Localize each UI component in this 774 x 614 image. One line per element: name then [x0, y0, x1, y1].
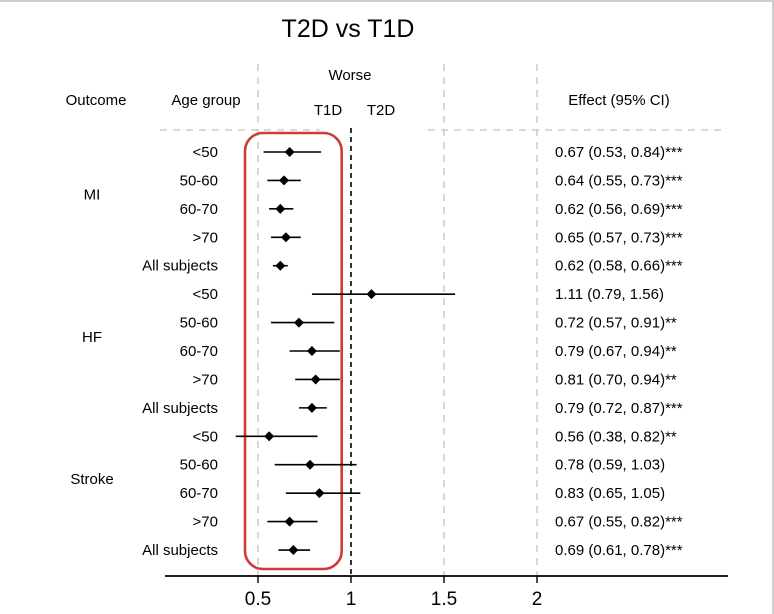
forest-row: 50-60 0.72 (0.57, 0.91)**: [180, 315, 677, 332]
effect-value: 0.69 (0.61, 0.78)***: [555, 542, 683, 559]
point-estimate-marker: [310, 374, 321, 385]
point-estimate-marker: [306, 402, 317, 413]
point-estimate-marker: [305, 459, 316, 470]
x-tick-label: 2: [532, 589, 543, 610]
point-estimate-marker: [264, 431, 275, 442]
highlight-group: [243, 131, 343, 571]
forest-row: 60-70 0.79 (0.67, 0.94)**: [180, 343, 677, 360]
age-group-label: 60-70: [180, 201, 218, 218]
x-tick-label: 0.5: [245, 589, 271, 610]
age-group-label: >70: [193, 229, 218, 246]
forest-row: 60-70 0.83 (0.65, 1.05): [180, 485, 665, 502]
age-group-label: 60-70: [180, 343, 218, 360]
point-estimate-marker: [275, 260, 286, 271]
age-group-label: >70: [193, 514, 218, 531]
highlight-box: [243, 131, 343, 571]
forest-row: 60-70 0.62 (0.56, 0.69)***: [180, 201, 683, 218]
forest-row: 50-60 0.64 (0.55, 0.73)***: [180, 172, 683, 189]
effect-value: 0.79 (0.72, 0.87)***: [555, 400, 683, 417]
t1d-direction-label: T1D: [314, 102, 343, 119]
effect-column-header: Effect (95% CI): [568, 92, 669, 109]
outcome-label: Stroke: [70, 471, 113, 488]
age-group-label: <50: [193, 286, 218, 303]
forest-row: >70 0.81 (0.70, 0.94)**: [193, 371, 677, 388]
effect-value: 0.79 (0.67, 0.94)**: [555, 343, 677, 360]
point-estimate-marker: [314, 488, 325, 499]
age-group-label: 50-60: [180, 315, 218, 332]
point-estimate-marker: [366, 289, 377, 300]
effect-value: 0.64 (0.55, 0.73)***: [555, 172, 683, 189]
age-group-label: >70: [193, 371, 218, 388]
x-tick-label: 1: [346, 589, 357, 610]
effect-value: 0.78 (0.59, 1.03): [555, 457, 665, 474]
t2d-direction-label: T2D: [367, 102, 396, 119]
chart-title: T2D vs T1D: [282, 15, 415, 43]
point-estimate-marker: [275, 203, 286, 214]
forest-row: >70 0.67 (0.55, 0.82)***: [193, 514, 683, 531]
effect-value: 0.62 (0.58, 0.66)***: [555, 258, 683, 275]
effect-value: 0.56 (0.38, 0.82)**: [555, 428, 677, 445]
point-estimate-marker: [288, 545, 299, 556]
age-group-label: All subjects: [142, 400, 218, 417]
forest-row: All subjects 0.69 (0.61, 0.78)***: [142, 542, 683, 559]
forest-row: 50-60 0.78 (0.59, 1.03): [180, 457, 665, 474]
effect-value: 0.81 (0.70, 0.94)**: [555, 371, 677, 388]
forest-row: <50 0.67 (0.53, 0.84)***: [193, 144, 683, 161]
point-estimate-marker: [284, 147, 295, 157]
age-group-column-header: Age group: [171, 92, 240, 109]
effect-value: 0.62 (0.56, 0.69)***: [555, 201, 683, 218]
age-group-label: 50-60: [180, 457, 218, 474]
forest-row: <50 0.56 (0.38, 0.82)**: [193, 428, 677, 445]
point-estimate-marker: [293, 317, 304, 328]
age-group-label: All subjects: [142, 542, 218, 559]
age-group-label: 60-70: [180, 485, 218, 502]
forest-row: >70 0.65 (0.57, 0.73)***: [193, 229, 683, 246]
age-group-label: 50-60: [180, 172, 218, 189]
forest-row: All subjects 0.62 (0.58, 0.66)***: [142, 258, 683, 275]
effect-value: 1.11 (0.79, 1.56): [555, 286, 664, 303]
age-group-label: All subjects: [142, 258, 218, 275]
point-estimate-marker: [280, 232, 291, 243]
effect-value: 0.72 (0.57, 0.91)**: [555, 315, 677, 332]
worse-label: Worse: [328, 67, 371, 84]
point-estimate-marker: [279, 175, 290, 186]
outcome-label: HF: [82, 329, 102, 346]
age-group-label: <50: [193, 144, 218, 161]
effect-value: 0.65 (0.57, 0.73)***: [555, 229, 683, 246]
point-estimate-marker: [306, 346, 317, 357]
effect-value: 0.83 (0.65, 1.05): [555, 485, 665, 502]
outcome-column-header: Outcome: [66, 92, 127, 109]
x-axis: 0.5 1 1.5 2: [165, 575, 728, 610]
forest-rows: <50 0.67 (0.53, 0.84)*** 50-60 0.64 (0.55, …: [70, 144, 682, 559]
outcome-label: MI: [84, 187, 101, 204]
age-group-label: <50: [193, 428, 218, 445]
point-estimate-marker: [284, 516, 295, 527]
forest-row: All subjects 0.79 (0.72, 0.87)***: [142, 400, 683, 417]
x-tick-label: 1.5: [431, 589, 457, 610]
effect-value: 0.67 (0.53, 0.84)***: [555, 144, 683, 161]
forest-row: <50 1.11 (0.79, 1.56): [193, 286, 664, 303]
effect-value: 0.67 (0.55, 0.82)***: [555, 514, 683, 531]
